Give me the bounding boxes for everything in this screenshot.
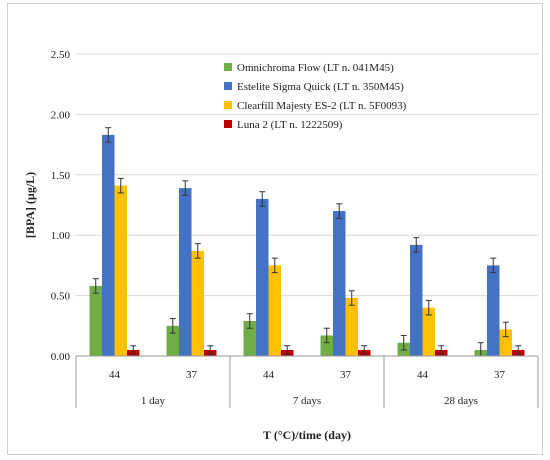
y-tick-label: 0.00 (51, 351, 71, 363)
bar (256, 198, 269, 356)
bar (333, 211, 346, 356)
legend-label: Estelite Sigma Quick (LT n. 350M45) (237, 81, 404, 93)
y-tick-label: 1.50 (51, 170, 71, 182)
bar (191, 250, 204, 356)
y-tick-label: 2.50 (51, 49, 71, 61)
error-bars (92, 127, 522, 357)
y-tick-label: 1.00 (51, 230, 71, 242)
bar (114, 185, 127, 356)
y-tick-labels: 0.00 0.50 1.00 1.50 2.00 2.50 (51, 49, 71, 363)
bar (89, 285, 102, 356)
legend-swatch (224, 120, 232, 128)
chart-frame: 0.00 0.50 1.00 1.50 2.00 2.50 44 37 44 37 44 37 1 d… (7, 3, 543, 455)
bar (320, 335, 333, 356)
bars (89, 134, 525, 356)
y-tick-label: 0.50 (51, 291, 71, 303)
y-axis-title: [BPA] (µg/L) (23, 172, 37, 238)
bar (422, 307, 435, 356)
bar (268, 265, 281, 356)
legend-swatch (224, 82, 232, 90)
legend: Omnichroma Flow (LT n. 041M45) Estelite S… (224, 62, 407, 131)
bar (179, 188, 192, 356)
legend-swatch (224, 63, 232, 71)
x-axis: 44 37 44 37 44 37 1 day 7 days 28 days (75, 355, 539, 408)
x-tick-label: 44 (263, 369, 275, 381)
x-tick-label: 44 (417, 369, 429, 381)
legend-label: Clearfill Majesty ES-2 (LT n. 5F0093) (237, 100, 407, 112)
legend-label: Luna 2 (LT n. 1222509) (237, 119, 343, 131)
x-axis-title: T (°C)/time (day) (263, 428, 351, 442)
bar (499, 329, 512, 356)
x-group-label: 1 day (141, 395, 166, 407)
legend-swatch (224, 101, 232, 109)
x-tick-label: 44 (109, 369, 121, 381)
bar (487, 265, 500, 356)
x-tick-label: 37 (186, 369, 198, 381)
y-tick-label: 2.00 (51, 109, 71, 121)
bar (102, 134, 115, 356)
x-tick-label: 37 (494, 369, 506, 381)
x-group-label: 7 days (293, 395, 321, 407)
legend-label: Omnichroma Flow (LT n. 041M45) (237, 62, 394, 74)
x-group-label: 28 days (444, 395, 478, 407)
bar (410, 244, 423, 356)
x-tick-label: 37 (340, 369, 352, 381)
bar (166, 325, 179, 356)
bar (345, 298, 358, 356)
bar (243, 320, 256, 356)
bar-chart: 0.00 0.50 1.00 1.50 2.00 2.50 44 37 44 37 44 37 1 d… (23, 49, 539, 442)
